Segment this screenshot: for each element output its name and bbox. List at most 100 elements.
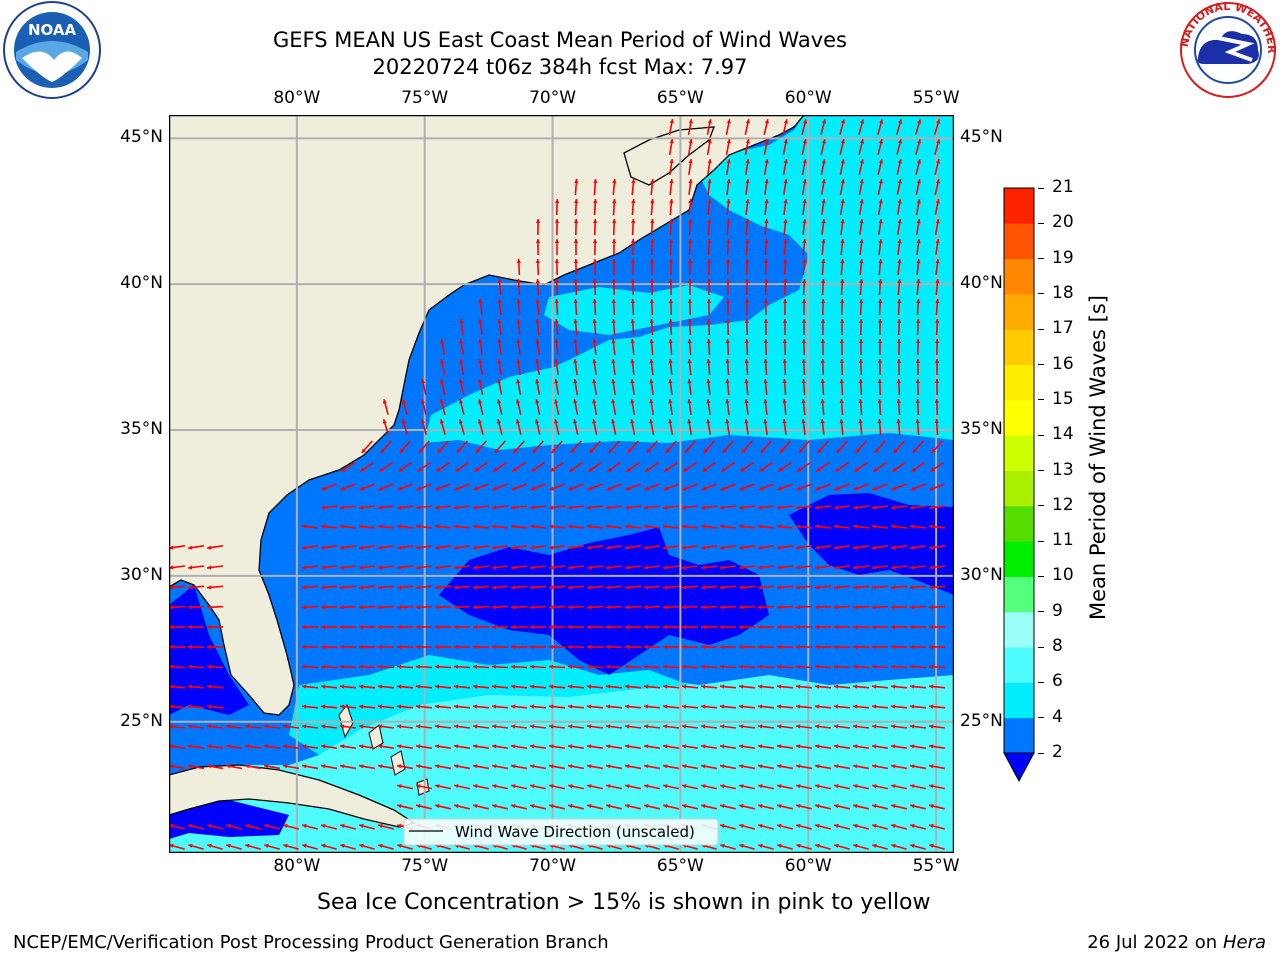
- wave-direction-arrowhead: [535, 399, 540, 404]
- wave-direction-arrowhead: [454, 664, 459, 669]
- wave-direction-arrowhead: [682, 684, 687, 689]
- wave-direction-arrowhead: [264, 764, 269, 769]
- wave-direction-arrowhead: [725, 279, 731, 283]
- wave-direction-arrowhead: [397, 704, 402, 709]
- wave-direction-arrowhead: [359, 664, 364, 669]
- wave-direction-arrowhead: [435, 605, 440, 610]
- wave-direction-arrowhead: [663, 644, 667, 650]
- wave-direction-arrowhead: [720, 744, 725, 749]
- wave-direction-arrowhead: [796, 823, 801, 829]
- wave-direction-arrowhead: [587, 565, 592, 570]
- longitude-tick-top: 65°W: [656, 88, 704, 108]
- wave-direction-arrowhead: [378, 684, 383, 689]
- wave-direction-arrowhead: [340, 764, 345, 769]
- wave-direction-arrowhead: [359, 823, 364, 829]
- wave-direction-arrowhead: [663, 704, 668, 709]
- wave-direction-arrowhead: [701, 486, 706, 491]
- wave-direction-arrowhead: [764, 119, 769, 124]
- wave-direction-arrowhead: [853, 764, 858, 769]
- wave-direction-arrowhead: [321, 823, 326, 829]
- wave-direction-arrowhead: [839, 379, 844, 384]
- wave-direction-arrowhead: [568, 545, 573, 550]
- wave-direction-arrowhead: [758, 724, 763, 729]
- wave-direction-arrowhead: [321, 524, 326, 529]
- wave-direction-arrowhead: [764, 159, 769, 164]
- wave-direction-arrowhead: [397, 684, 402, 689]
- wave-direction-arrowhead: [612, 179, 617, 184]
- wave-direction-arrowhead: [744, 339, 749, 344]
- footer-credit: NCEP/EMC/Verification Post Processing Pr…: [13, 932, 609, 953]
- wave-direction-arrowhead: [820, 359, 825, 363]
- wave-direction-arrowhead: [606, 486, 611, 491]
- wave-direction-arrowhead: [516, 379, 521, 384]
- wave-direction-arrowhead: [188, 644, 192, 650]
- wave-direction-arrowhead: [739, 823, 744, 829]
- wave-direction-arrowhead: [897, 319, 902, 323]
- wave-direction-arrowhead: [853, 744, 858, 749]
- wave-direction-arrowhead: [459, 359, 464, 364]
- wave-direction-arrowhead: [796, 505, 801, 510]
- wave-direction-arrowhead: [454, 624, 458, 630]
- wave-direction-arrowhead: [758, 585, 763, 590]
- wave-direction-arrowhead: [853, 664, 858, 669]
- wave-direction-arrowhead: [912, 448, 917, 453]
- wave-direction-arrowhead: [593, 199, 598, 204]
- wave-direction-arrowhead: [378, 524, 383, 529]
- wave-direction-arrowhead: [492, 486, 497, 491]
- wave-direction-arrowhead: [554, 279, 559, 284]
- wave-direction-arrowhead: [687, 279, 693, 283]
- wave-direction-arrowhead: [459, 339, 464, 344]
- wave-direction-arrowhead: [935, 259, 940, 264]
- wave-direction-arrowhead: [877, 359, 883, 363]
- wave-direction-arrowhead: [397, 505, 402, 510]
- chart-title: GEFS MEAN US East Coast Mean Period of W…: [273, 28, 847, 52]
- wave-direction-arrowhead: [701, 644, 705, 650]
- wave-direction-arrowhead: [454, 545, 459, 550]
- colorbar-label: 8: [1052, 636, 1063, 657]
- longitude-tick-top: 80°W: [273, 88, 321, 108]
- wave-direction-arrowhead: [440, 379, 445, 384]
- wave-direction-arrowhead: [549, 545, 554, 550]
- wave-direction-arrowhead: [420, 419, 425, 424]
- wave-direction-arrowhead: [720, 664, 725, 669]
- wave-direction-arrowhead: [745, 139, 750, 144]
- wave-direction-arrowhead: [606, 784, 611, 789]
- wave-direction-arrowhead: [207, 744, 212, 749]
- wave-direction-arrowhead: [758, 644, 762, 650]
- wave-direction-arrowhead: [859, 139, 865, 144]
- wave-direction-arrowhead: [568, 804, 573, 809]
- wave-direction-arrowhead: [649, 319, 654, 324]
- wave-direction-arrowhead: [283, 724, 288, 729]
- wave-direction-arrowhead: [573, 419, 578, 424]
- wave-direction-arrowhead: [897, 139, 903, 144]
- wave-direction-arrowhead: [682, 585, 687, 590]
- wave-direction-arrowhead: [359, 545, 364, 550]
- wave-direction-arrowhead: [554, 419, 559, 424]
- wave-direction-arrowhead: [359, 704, 364, 709]
- wave-direction-arrowhead: [207, 585, 212, 590]
- colorbar-label: 11: [1052, 530, 1074, 551]
- wave-direction-arrowhead: [568, 724, 573, 729]
- latitude-tick-right: 25°N: [960, 710, 1003, 731]
- wave-direction-arrowhead: [725, 359, 730, 364]
- wave-direction-arrowhead: [606, 684, 611, 689]
- wave-direction-arrowhead: [688, 179, 693, 184]
- wave-direction-arrowhead: [587, 784, 592, 789]
- wave-direction-arrowhead: [707, 199, 712, 204]
- wave-direction-arrowhead: [188, 545, 193, 550]
- colorbar-label: 2: [1052, 742, 1063, 762]
- wave-direction-arrowhead: [802, 219, 807, 224]
- wave-direction-arrowhead: [440, 339, 445, 344]
- wave-direction-arrowhead: [554, 379, 559, 384]
- wave-direction-arrowhead: [815, 505, 820, 510]
- wave-direction-arrowhead: [896, 399, 901, 404]
- wave-direction-arrowhead: [758, 624, 762, 630]
- ocean-below-2s-patch-center: [439, 527, 769, 675]
- wave-direction-arrowhead: [796, 545, 801, 550]
- wave-direction-arrowhead: [455, 467, 460, 472]
- wave-direction-arrowhead: [416, 744, 421, 749]
- wave-direction-arrowhead: [701, 664, 706, 669]
- wave-direction-arrowhead: [929, 843, 934, 848]
- wave-direction-arrowhead: [625, 644, 629, 650]
- wave-direction-arrowhead: [416, 585, 421, 590]
